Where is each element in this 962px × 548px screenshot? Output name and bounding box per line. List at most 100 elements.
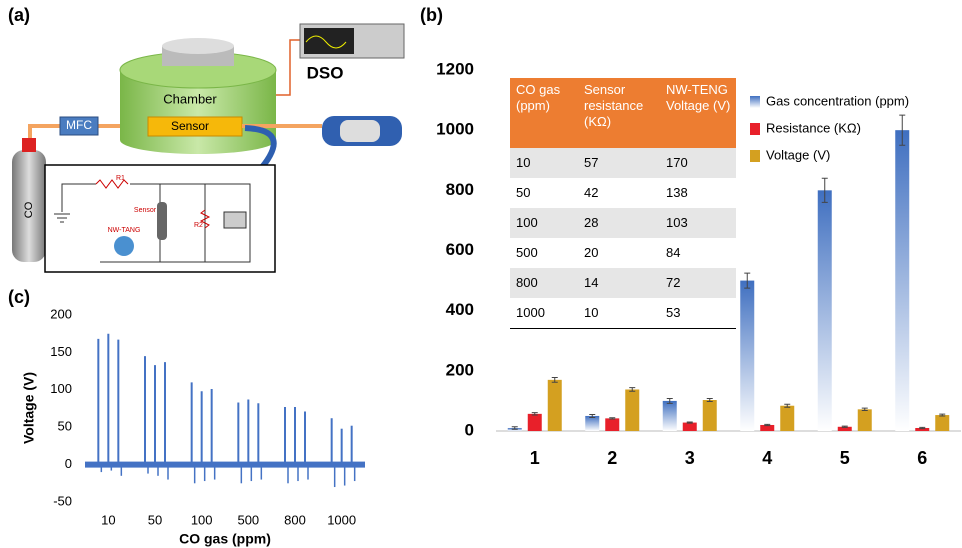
x-tick-label: 50 [148, 512, 162, 527]
baseline-noise [85, 462, 365, 468]
table-cell: 170 [660, 155, 736, 171]
x-tick-label: 10 [101, 512, 115, 527]
bar [703, 400, 717, 431]
mfc-label: MFC [66, 118, 92, 132]
bar [663, 401, 677, 431]
y-axis-label: Voltage (V) [21, 372, 37, 444]
sensor-label: Sensor [171, 119, 209, 133]
circuit-label: R1 [116, 175, 125, 182]
table-cell: 103 [660, 215, 736, 231]
table-cell: 800 [510, 275, 578, 291]
legend-swatch [750, 150, 760, 162]
table-cell: 138 [660, 185, 736, 201]
x-tick-label: 5 [840, 448, 850, 468]
chamber-label: Chamber [163, 91, 217, 106]
x-tick-label: 6 [917, 448, 927, 468]
x-tick-label: 1 [530, 448, 540, 468]
x-tick-label: 800 [284, 512, 306, 527]
bar [548, 380, 562, 431]
legend-label: Voltage (V) [766, 147, 830, 162]
table-cell: 10 [510, 155, 578, 171]
x-tick-label: 2 [607, 448, 617, 468]
table-cell: 42 [578, 185, 660, 201]
panel-label: (a) [8, 5, 30, 25]
data-table: CO gas (ppm)Sensor resistance (KΩ)NW-TEN… [510, 78, 736, 329]
table-cell: 72 [660, 275, 736, 291]
error-bar [784, 404, 790, 407]
valve [22, 138, 36, 152]
dso-label: DSO [307, 63, 344, 82]
table-cell: 500 [510, 245, 578, 261]
x-tick-label: 500 [237, 512, 259, 527]
bar [625, 389, 639, 431]
x-tick-label: 1000 [327, 512, 356, 527]
bar [528, 414, 542, 431]
figure-canvas: (a) (b) (c) CO MFC Chamber Sensor DSO [0, 0, 962, 548]
bar [858, 409, 872, 431]
bar [780, 406, 794, 431]
y-tick-label: 800 [446, 180, 474, 199]
nw-teng [114, 236, 134, 256]
x-axis-label: CO gas (ppm) [179, 531, 271, 547]
error-bar [589, 414, 595, 417]
y-tick-label: 200 [50, 306, 72, 321]
table-cell: 84 [660, 245, 736, 261]
y-tick-label: 1200 [436, 59, 474, 78]
x-tick-label: 3 [685, 448, 695, 468]
cylinder-label: CO [23, 201, 35, 218]
y-tick-label: 150 [50, 344, 72, 359]
header-cell: CO gas (ppm) [510, 82, 578, 114]
y-tick-label: 400 [446, 300, 474, 319]
table-cell: 1000 [510, 305, 578, 321]
y-tick-label: 100 [50, 381, 72, 396]
table-cell: 10 [578, 305, 660, 321]
panel-label: (b) [420, 5, 443, 25]
sensor-element [157, 202, 167, 240]
table-header: CO gas (ppm)Sensor resistance (KΩ)NW-TEN… [510, 78, 736, 148]
y-tick-label: 50 [58, 419, 72, 434]
legend-swatch [750, 96, 760, 108]
chamber-lid-top [162, 38, 234, 54]
pump-motor [340, 120, 380, 142]
bar [683, 423, 697, 431]
y-tick-label: 200 [446, 360, 474, 379]
bar [935, 415, 949, 431]
y-tick-label: 0 [465, 420, 474, 439]
y-tick-label: 1000 [436, 120, 474, 139]
circuit-label: Sensor [134, 207, 157, 214]
wire [276, 40, 300, 95]
bar [740, 281, 754, 431]
table-cell: 53 [660, 305, 736, 321]
legend-label: Gas concentration (ppm) [766, 93, 909, 108]
x-tick-label: 100 [191, 512, 213, 527]
table-cell: 57 [578, 155, 660, 171]
setup-diagram: CO MFC Chamber Sensor DSO R1 Sensor R2 N… [12, 24, 404, 272]
bar [818, 190, 832, 431]
circuit-label: R2 [194, 222, 203, 229]
panel-label: (c) [8, 287, 30, 307]
dso-screen [304, 28, 354, 54]
bar [895, 130, 909, 431]
figure: (a) (b) (c) CO MFC Chamber Sensor DSO [0, 0, 962, 548]
table-cell: 28 [578, 215, 660, 231]
legend-label: Resistance (KΩ) [766, 120, 861, 135]
header-cell: NW-TENG Voltage (V) [660, 82, 736, 114]
y-tick-label: -50 [53, 493, 72, 508]
y-tick-label: 600 [446, 240, 474, 259]
header-cell: Sensor resistance (KΩ) [578, 82, 660, 130]
meter [224, 212, 246, 228]
circuit-label: NW-TANG [108, 227, 141, 234]
x-tick-label: 4 [762, 448, 772, 468]
table-cell: 14 [578, 275, 660, 291]
table-cell: 20 [578, 245, 660, 261]
bar [605, 418, 619, 431]
y-tick-label: 0 [65, 456, 72, 471]
table-cell: 100 [510, 215, 578, 231]
table-cell: 50 [510, 185, 578, 201]
